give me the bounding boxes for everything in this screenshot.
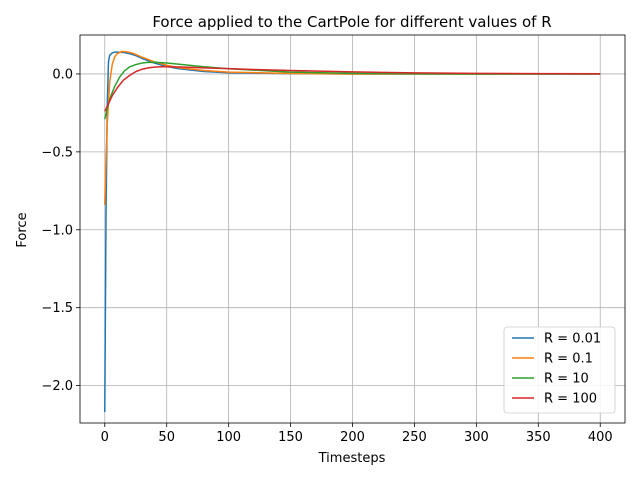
- x-tick-label: 250: [402, 430, 427, 445]
- legend-entry: R = 10: [544, 372, 589, 387]
- x-tick-label: 100: [216, 430, 241, 445]
- y-axis-label: Force: [15, 212, 30, 247]
- y-tick-label: 0.0: [52, 67, 73, 82]
- x-tick-label: 200: [340, 430, 365, 445]
- y-tick-label: −2.0: [41, 379, 73, 394]
- y-tick-label: −1.5: [41, 301, 73, 316]
- y-axis-ticks: 0.0 −0.5 −1.0 −1.5 −2.0: [41, 67, 80, 394]
- series-line-4: [104, 66, 601, 112]
- x-tick-label: 150: [278, 430, 303, 445]
- series-line-3: [104, 61, 601, 120]
- x-tick-label: 350: [526, 430, 551, 445]
- x-tick-label: 50: [158, 430, 175, 445]
- x-axis-label: Timesteps: [318, 451, 386, 466]
- series-lines: [104, 50, 601, 413]
- legend-entry: R = 0.01: [544, 332, 601, 347]
- legend-box: [503, 326, 616, 414]
- legend: R = 0.01 R = 0.1 R = 10 R = 100: [503, 326, 616, 414]
- x-tick-label: 300: [464, 430, 489, 445]
- x-tick-label: 0: [101, 430, 109, 445]
- y-tick-label: −0.5: [41, 145, 73, 160]
- y-tick-label: −1.0: [41, 223, 73, 238]
- legend-entry: R = 0.1: [544, 352, 593, 367]
- chart-title: Force applied to the CartPole for differ…: [152, 13, 551, 31]
- x-axis-ticks: 0 50 100 150 200 250 300 350 400: [101, 423, 613, 445]
- legend-entry: R = 100: [544, 392, 597, 407]
- x-tick-label: 400: [588, 430, 613, 445]
